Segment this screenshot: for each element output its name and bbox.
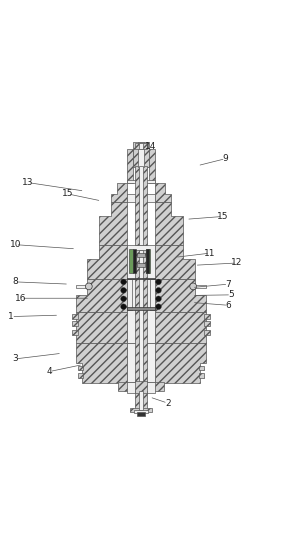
Polygon shape bbox=[155, 183, 171, 202]
Bar bbox=[130, 408, 152, 412]
Bar bbox=[78, 365, 83, 370]
Text: 15: 15 bbox=[217, 212, 228, 221]
Circle shape bbox=[121, 304, 126, 310]
Bar bbox=[204, 321, 210, 326]
Bar bbox=[135, 392, 147, 409]
Bar bbox=[139, 165, 143, 245]
Bar bbox=[76, 285, 90, 287]
Text: 16: 16 bbox=[16, 294, 27, 303]
Text: 1: 1 bbox=[8, 312, 14, 321]
Bar bbox=[127, 278, 132, 310]
Bar bbox=[76, 312, 127, 343]
Bar bbox=[204, 314, 210, 319]
Circle shape bbox=[156, 304, 161, 310]
Text: 9: 9 bbox=[223, 154, 228, 163]
Bar bbox=[118, 382, 164, 392]
Bar bbox=[155, 312, 206, 343]
Bar bbox=[192, 285, 206, 287]
Bar bbox=[127, 278, 155, 343]
Polygon shape bbox=[99, 202, 127, 245]
Bar bbox=[139, 392, 143, 409]
Bar bbox=[204, 330, 210, 335]
Bar bbox=[127, 278, 155, 279]
Bar bbox=[127, 149, 133, 183]
Circle shape bbox=[190, 283, 197, 290]
Circle shape bbox=[85, 283, 92, 290]
Text: 14: 14 bbox=[145, 142, 157, 151]
Circle shape bbox=[121, 287, 126, 293]
Bar bbox=[127, 307, 155, 310]
Bar bbox=[199, 373, 204, 378]
Bar bbox=[146, 249, 149, 273]
Bar bbox=[135, 382, 147, 393]
Polygon shape bbox=[155, 202, 183, 245]
Bar bbox=[127, 382, 155, 393]
Bar bbox=[134, 411, 148, 413]
Text: 7: 7 bbox=[226, 280, 231, 289]
Text: 15: 15 bbox=[62, 189, 73, 198]
Circle shape bbox=[121, 296, 126, 302]
Text: 6: 6 bbox=[226, 301, 231, 310]
Bar bbox=[133, 142, 149, 167]
Bar bbox=[127, 180, 155, 183]
Bar bbox=[149, 149, 155, 183]
Polygon shape bbox=[76, 278, 127, 312]
Bar bbox=[135, 250, 147, 392]
Bar bbox=[72, 314, 78, 319]
Circle shape bbox=[156, 296, 161, 302]
Bar bbox=[135, 165, 147, 245]
Bar bbox=[129, 249, 133, 273]
Text: 12: 12 bbox=[231, 258, 243, 267]
Bar bbox=[127, 245, 155, 278]
Bar bbox=[199, 365, 204, 370]
Bar bbox=[139, 250, 143, 392]
Text: 2: 2 bbox=[165, 399, 171, 408]
Polygon shape bbox=[76, 343, 127, 383]
Text: 11: 11 bbox=[204, 248, 216, 258]
Text: 5: 5 bbox=[228, 290, 234, 299]
Bar bbox=[146, 249, 150, 273]
Text: 3: 3 bbox=[13, 354, 18, 363]
Bar bbox=[127, 194, 155, 202]
Polygon shape bbox=[155, 245, 195, 278]
Circle shape bbox=[156, 287, 161, 293]
Text: 8: 8 bbox=[13, 277, 18, 286]
Text: 13: 13 bbox=[23, 178, 34, 187]
Bar bbox=[138, 142, 144, 167]
Circle shape bbox=[156, 279, 161, 285]
Text: 4: 4 bbox=[47, 367, 52, 376]
Polygon shape bbox=[155, 343, 206, 383]
Text: 10: 10 bbox=[10, 240, 21, 249]
Bar bbox=[135, 143, 147, 149]
Bar bbox=[137, 253, 145, 257]
Bar bbox=[137, 263, 145, 267]
Bar bbox=[139, 143, 143, 149]
Circle shape bbox=[121, 279, 126, 285]
Bar bbox=[150, 278, 155, 310]
Bar bbox=[72, 321, 78, 326]
Polygon shape bbox=[87, 245, 127, 278]
Bar bbox=[78, 373, 83, 378]
Polygon shape bbox=[155, 278, 206, 312]
Polygon shape bbox=[111, 183, 127, 202]
Bar bbox=[137, 412, 145, 416]
Bar bbox=[127, 343, 155, 383]
Bar bbox=[133, 249, 136, 273]
Bar bbox=[72, 330, 78, 335]
